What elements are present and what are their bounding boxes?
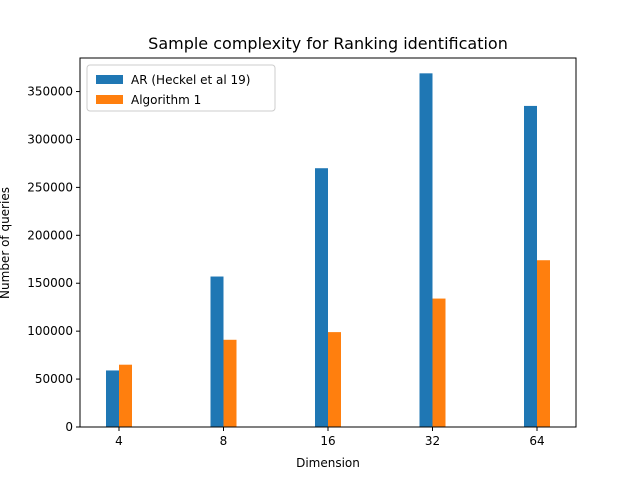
legend-label-ar: AR (Heckel et al 19)	[131, 73, 250, 87]
legend: AR (Heckel et al 19) Algorithm 1	[86, 64, 276, 112]
bar-algorithm1-4	[119, 364, 132, 427]
x-tick-label-16: 16	[320, 434, 335, 448]
x-tick-label-8: 8	[220, 434, 228, 448]
legend-label-algorithm1: Algorithm 1	[131, 93, 201, 107]
bar-ar-64	[524, 105, 537, 427]
legend-box	[86, 64, 276, 112]
y-tick-label-350000: 350000	[27, 85, 73, 99]
y-tick-label-300000: 300000	[27, 132, 73, 146]
x-axis-title: Dimension	[296, 456, 360, 470]
x-tick-label-64: 64	[529, 434, 544, 448]
y-tick-label-150000: 150000	[27, 276, 73, 290]
y-tick-label-0: 0	[65, 420, 73, 434]
bar-ar-8	[210, 276, 224, 427]
bar-algorithm1-64	[537, 260, 550, 427]
x-axis: 4 8 16 32 64	[115, 427, 545, 448]
bars-group	[106, 73, 550, 428]
y-tick-label-250000: 250000	[27, 180, 73, 194]
bar-ar-4	[106, 370, 119, 427]
bar-algorithm1-16	[328, 332, 341, 427]
y-axis-title: Number of queries	[0, 187, 12, 299]
y-tick-label-100000: 100000	[27, 324, 73, 338]
chart-title: Sample complexity for Ranking identifica…	[148, 34, 508, 53]
y-tick-label-200000: 200000	[27, 228, 73, 242]
legend-swatch-ar	[96, 75, 123, 84]
bar-algorithm1-32	[432, 298, 446, 427]
bar-ar-16	[315, 168, 328, 428]
bar-algorithm1-8	[223, 339, 237, 427]
x-tick-label-4: 4	[115, 434, 123, 448]
x-tick-label-32: 32	[425, 434, 440, 448]
legend-swatch-algorithm1	[96, 95, 123, 104]
y-axis: 0 50000 100000 150000 200000 250000 300000 3500…	[27, 85, 80, 434]
bar-ar-32	[419, 73, 433, 427]
y-tick-label-50000: 50000	[35, 372, 73, 386]
